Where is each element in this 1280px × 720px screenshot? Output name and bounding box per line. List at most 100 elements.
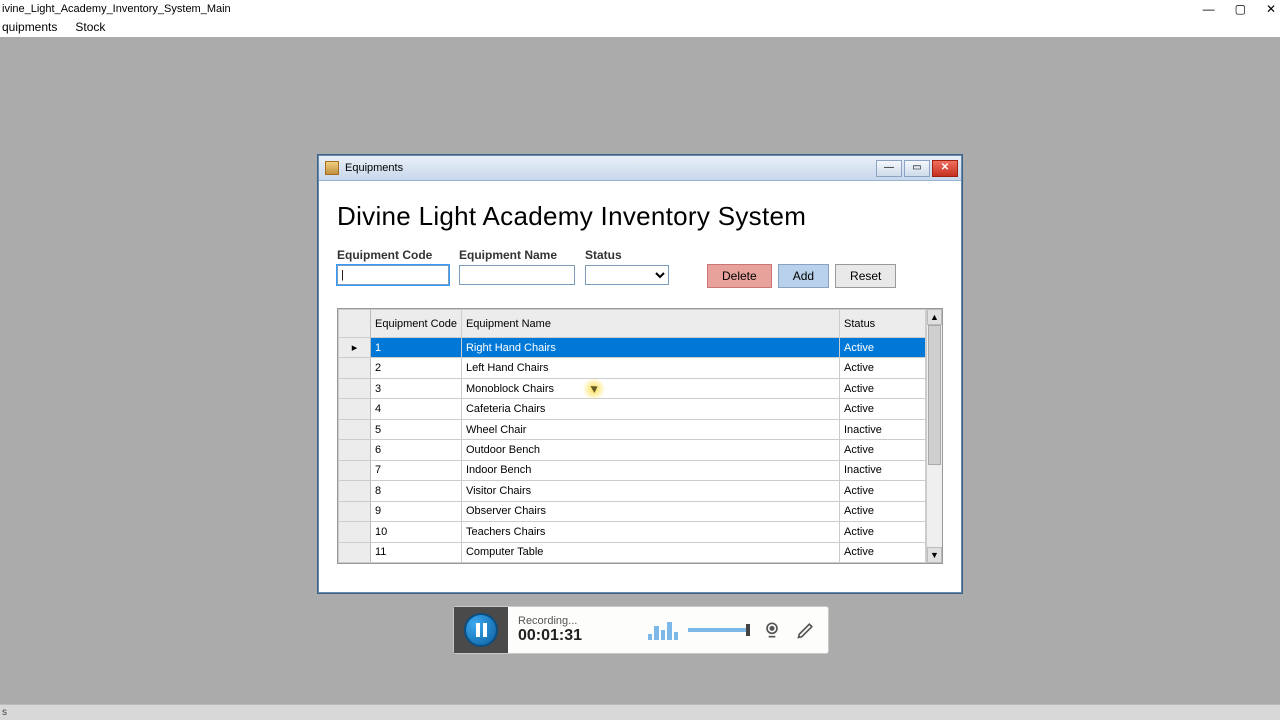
table-row[interactable]: 3Monoblock ChairsActive (339, 378, 926, 398)
equipment-grid[interactable]: Equipment Code Equipment Name Status ▸1R… (338, 309, 926, 563)
equipment-code-input[interactable] (337, 265, 449, 285)
maximize-icon[interactable]: ▢ (1235, 2, 1246, 16)
main-window-titlebar: ivine_Light_Academy_Inventory_System_Mai… (0, 0, 1280, 17)
col-status[interactable]: Status (840, 310, 926, 338)
col-equipment-name[interactable]: Equipment Name (461, 310, 839, 338)
cell-name: Observer Chairs (461, 501, 839, 521)
cell-name: Computer Table (461, 542, 839, 562)
cell-name: Wheel Chair (461, 419, 839, 439)
cell-name: Outdoor Bench (461, 440, 839, 460)
equipments-window-title: Equipments (345, 162, 403, 174)
cell-status: Active (840, 399, 926, 419)
cell-code: 6 (371, 440, 462, 460)
equipment-grid-container: Equipment Code Equipment Name Status ▸1R… (337, 308, 943, 564)
pause-recording-button[interactable] (454, 607, 508, 653)
table-row[interactable]: 4Cafeteria ChairsActive (339, 399, 926, 419)
cell-code: 2 (371, 358, 462, 378)
scroll-up-icon[interactable]: ▲ (927, 309, 942, 325)
table-row[interactable]: ▸1Right Hand ChairsActive (339, 338, 926, 358)
cell-name: Monoblock Chairs (461, 378, 839, 398)
add-button[interactable]: Add (778, 264, 829, 288)
equipment-name-input[interactable] (459, 265, 575, 285)
row-header (339, 481, 371, 501)
cell-code: 11 (371, 542, 462, 562)
modal-maximize-button[interactable]: ▭ (904, 160, 930, 177)
equipments-window: Equipments — ▭ ✕ Divine Light Academy In… (318, 155, 962, 593)
equipment-code-label: Equipment Code (337, 248, 449, 262)
scroll-thumb[interactable] (928, 325, 941, 465)
row-header: ▸ (339, 338, 371, 358)
menu-equipments[interactable]: quipments (2, 20, 57, 34)
cell-status: Active (840, 481, 926, 501)
filter-row: Equipment Code Equipment Name Status Del… (337, 248, 943, 288)
page-title: Divine Light Academy Inventory System (337, 201, 943, 232)
taskbar-text: s (2, 707, 7, 718)
cell-name: Visitor Chairs (461, 481, 839, 501)
row-header (339, 522, 371, 542)
cell-status: Inactive (840, 419, 926, 439)
app-icon (325, 161, 339, 175)
main-menubar: quipments Stock (0, 17, 1280, 38)
main-window-controls: — ▢ ✕ (1203, 2, 1276, 16)
screen-recorder-toolbar[interactable]: Recording... 00:01:31 (453, 606, 829, 654)
table-row[interactable]: 7Indoor BenchInactive (339, 460, 926, 480)
row-header (339, 358, 371, 378)
annotate-icon[interactable] (794, 618, 818, 642)
cell-name: Right Hand Chairs (461, 338, 839, 358)
cell-status: Active (840, 338, 926, 358)
grid-scrollbar[interactable]: ▲ ▼ (926, 309, 942, 563)
table-row[interactable]: 11Computer TableActive (339, 542, 926, 562)
cell-code: 5 (371, 419, 462, 439)
cell-status: Active (840, 358, 926, 378)
col-equipment-code[interactable]: Equipment Code (371, 310, 462, 338)
reset-button[interactable]: Reset (835, 264, 896, 288)
cell-status: Active (840, 440, 926, 460)
table-row[interactable]: 10Teachers ChairsActive (339, 522, 926, 542)
table-row[interactable]: 2Left Hand ChairsActive (339, 358, 926, 378)
taskbar[interactable]: s (0, 704, 1280, 720)
delete-button[interactable]: Delete (707, 264, 772, 288)
cell-status: Inactive (840, 460, 926, 480)
cell-code: 3 (371, 378, 462, 398)
equipments-titlebar[interactable]: Equipments — ▭ ✕ (319, 156, 961, 181)
cell-code: 10 (371, 522, 462, 542)
cell-code: 4 (371, 399, 462, 419)
cell-status: Active (840, 501, 926, 521)
modal-minimize-button[interactable]: — (876, 160, 902, 177)
cell-name: Teachers Chairs (461, 522, 839, 542)
cell-code: 1 (371, 338, 462, 358)
status-select[interactable] (585, 265, 669, 285)
minimize-icon[interactable]: — (1203, 2, 1215, 16)
status-label: Status (585, 248, 669, 262)
modal-close-button[interactable]: ✕ (932, 160, 958, 177)
table-row[interactable]: 9Observer ChairsActive (339, 501, 926, 521)
cell-status: Active (840, 542, 926, 562)
cell-name: Left Hand Chairs (461, 358, 839, 378)
row-header (339, 501, 371, 521)
table-row[interactable]: 6Outdoor BenchActive (339, 440, 926, 460)
recording-time: 00:01:31 (518, 627, 582, 645)
row-header (339, 399, 371, 419)
row-header (339, 542, 371, 562)
recording-status-label: Recording... (518, 615, 582, 627)
scroll-down-icon[interactable]: ▼ (927, 547, 942, 563)
row-header (339, 419, 371, 439)
grid-corner (339, 310, 371, 338)
row-header (339, 460, 371, 480)
table-row[interactable]: 5Wheel ChairInactive (339, 419, 926, 439)
close-icon[interactable]: ✕ (1266, 2, 1276, 16)
main-window-title: ivine_Light_Academy_Inventory_System_Mai… (2, 3, 231, 15)
row-header (339, 440, 371, 460)
cell-code: 8 (371, 481, 462, 501)
cell-code: 7 (371, 460, 462, 480)
cell-code: 9 (371, 501, 462, 521)
row-header (339, 378, 371, 398)
table-row[interactable]: 8Visitor ChairsActive (339, 481, 926, 501)
webcam-icon[interactable] (760, 618, 784, 642)
volume-slider[interactable] (688, 628, 748, 632)
audio-level-icon (648, 620, 678, 640)
cell-name: Indoor Bench (461, 460, 839, 480)
menu-stock[interactable]: Stock (75, 20, 105, 34)
cell-name: Cafeteria Chairs (461, 399, 839, 419)
cell-status: Active (840, 378, 926, 398)
